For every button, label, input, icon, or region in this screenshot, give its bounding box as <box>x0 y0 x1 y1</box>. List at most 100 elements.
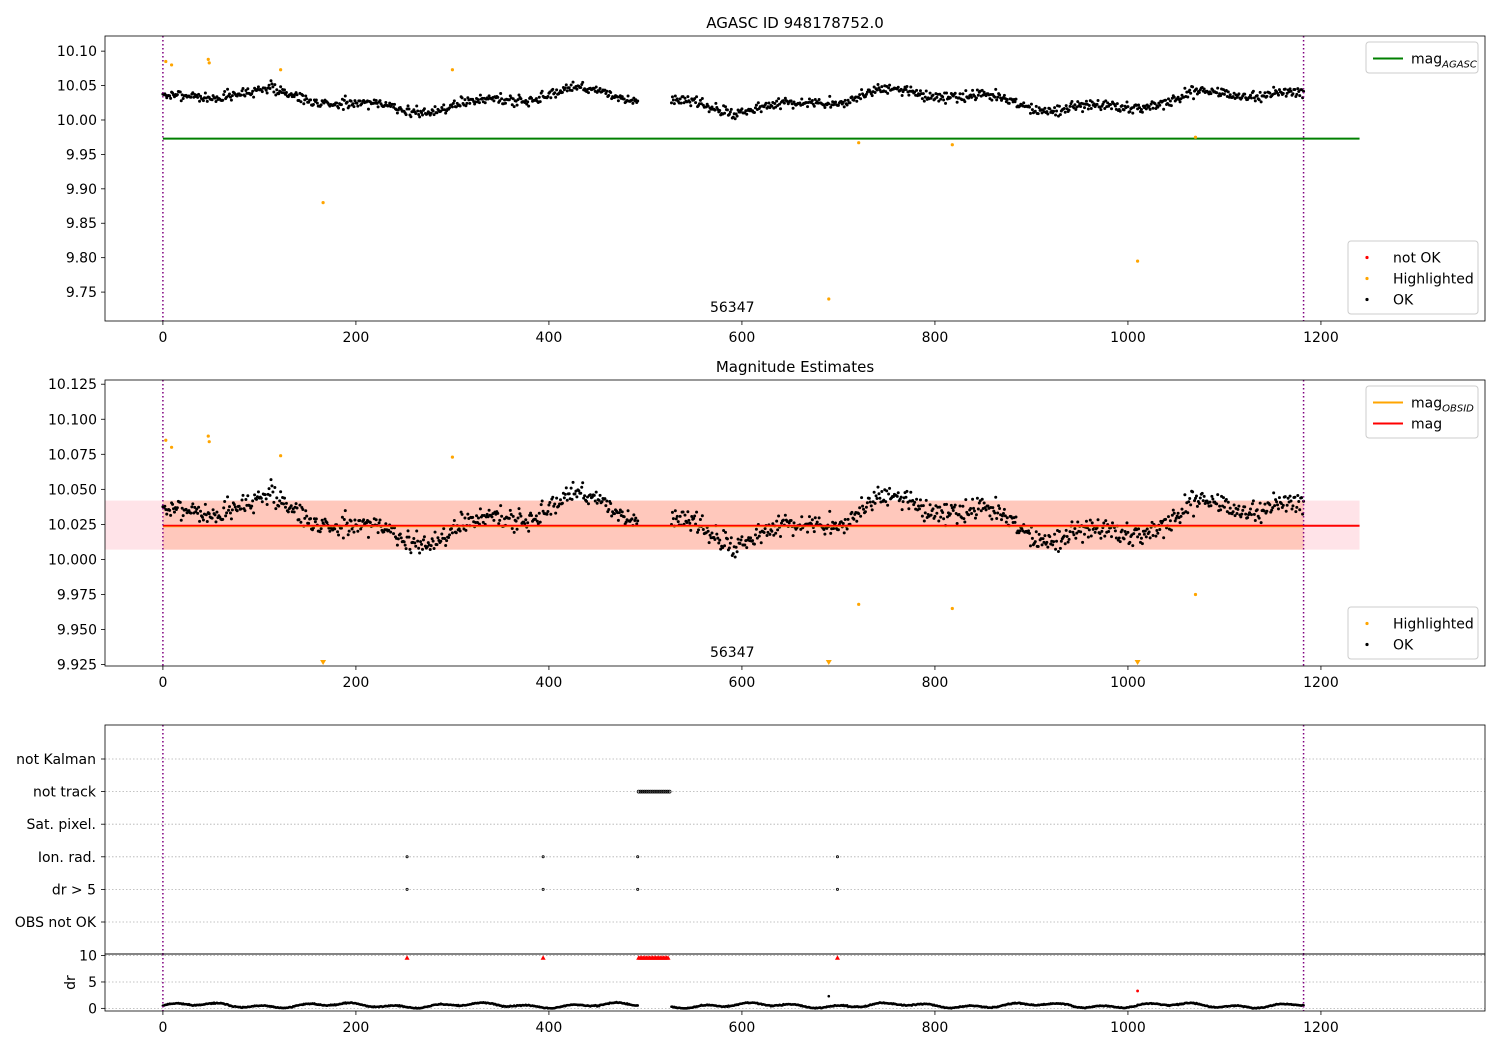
ok-point <box>1276 503 1280 507</box>
ok-point <box>431 109 435 113</box>
ok-point <box>1215 91 1219 95</box>
highlighted-point <box>950 143 954 147</box>
ok-point <box>1104 99 1108 103</box>
ok-point <box>1243 92 1247 96</box>
ok-point <box>836 103 840 107</box>
ok-point <box>222 93 226 97</box>
ok-point <box>616 99 620 103</box>
ok-point <box>817 516 821 520</box>
ok-point <box>435 543 439 547</box>
y-tick-label: 10.100 <box>48 412 97 428</box>
ok-point <box>963 100 967 104</box>
ok-point <box>878 496 882 500</box>
ok-point <box>635 522 639 526</box>
ok-point <box>670 510 674 514</box>
ok-point <box>345 100 349 104</box>
ok-point <box>402 540 406 544</box>
ok-point <box>982 90 986 94</box>
ok-point <box>904 495 908 499</box>
ok-point <box>1273 504 1277 508</box>
ok-point <box>399 536 403 540</box>
ok-point <box>1173 519 1177 523</box>
ok-point <box>896 491 900 495</box>
ok-point <box>320 518 324 522</box>
ok-point <box>1064 528 1068 532</box>
ok-point <box>915 88 919 92</box>
ok-point <box>876 82 880 86</box>
y-tick-label: 9.975 <box>57 588 97 604</box>
ok-point <box>268 493 272 497</box>
ok-point <box>994 87 998 91</box>
ok-point <box>582 496 586 500</box>
ok-point <box>723 111 727 115</box>
ok-point <box>735 114 739 118</box>
ok-point <box>240 89 244 93</box>
ok-point <box>685 520 689 524</box>
legend-marker <box>1365 642 1369 647</box>
ok-point <box>618 508 622 512</box>
ok-point <box>678 97 682 101</box>
y-tick-label: 10.000 <box>48 552 97 568</box>
ok-point <box>569 486 573 490</box>
ok-point <box>428 547 432 551</box>
ok-point <box>1073 526 1077 530</box>
ok-point <box>686 510 690 514</box>
ok-point <box>792 521 796 525</box>
ok-point <box>964 498 968 502</box>
highlighted-point <box>206 57 210 62</box>
ok-point <box>1179 514 1183 518</box>
x-tick-label: 0 <box>158 675 167 691</box>
ok-point <box>1259 100 1263 104</box>
ok-point <box>395 543 399 547</box>
ok-point <box>1281 503 1285 507</box>
ok-point <box>880 85 884 89</box>
ok-point <box>731 552 735 556</box>
ok-point <box>477 101 481 105</box>
x-tick-label: 600 <box>729 1020 756 1036</box>
ok-point <box>1296 87 1300 91</box>
ok-point <box>1289 89 1293 93</box>
ok-point <box>880 489 884 493</box>
ok-point <box>1276 507 1280 511</box>
ok-point <box>1288 87 1292 91</box>
ok-point <box>1030 536 1034 540</box>
ok-point <box>417 546 421 550</box>
x-tick-label: 1200 <box>1303 675 1339 691</box>
ok-point <box>1140 542 1144 546</box>
ok-point <box>549 96 553 100</box>
ok-point <box>1228 506 1232 510</box>
ok-point <box>223 500 227 504</box>
ok-point <box>478 507 482 511</box>
ok-point <box>1293 87 1297 91</box>
ok-point <box>1070 520 1074 524</box>
ok-point <box>861 504 865 508</box>
ok-point <box>1183 86 1187 90</box>
legend-box <box>1347 240 1479 315</box>
flag-marker <box>665 789 670 794</box>
ok-point <box>909 490 913 494</box>
ok-point <box>476 98 480 102</box>
ok-point <box>439 539 443 543</box>
ok-point <box>683 513 687 517</box>
ok-point <box>827 102 831 106</box>
ok-point <box>1074 108 1078 112</box>
ok-point <box>1137 527 1141 531</box>
ok-point <box>406 529 410 533</box>
ok-point <box>1289 499 1293 503</box>
ok-point <box>378 518 382 522</box>
ok-point <box>1140 110 1144 114</box>
ok-point <box>500 97 504 101</box>
ok-point <box>964 89 968 93</box>
ok-point <box>1118 540 1122 544</box>
ok-point <box>496 95 500 99</box>
ok-point <box>783 513 787 517</box>
ok-point <box>953 503 957 507</box>
ok-point <box>690 515 694 519</box>
ok-point <box>600 500 604 504</box>
ok-point <box>419 540 423 544</box>
ok-point <box>1137 103 1141 107</box>
ok-point <box>832 526 836 530</box>
ok-point <box>1101 102 1105 106</box>
highlighted-point <box>206 434 210 438</box>
ok-point <box>1270 508 1274 512</box>
